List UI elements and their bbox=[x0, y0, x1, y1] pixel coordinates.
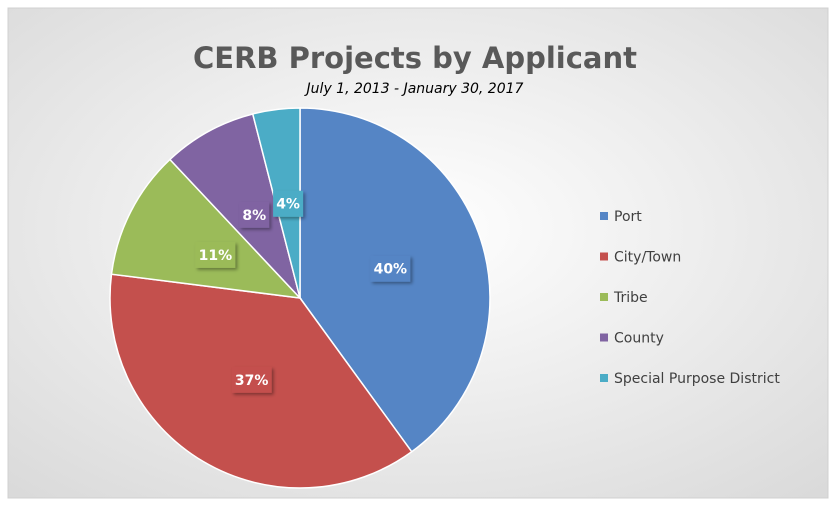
legend-swatch bbox=[600, 293, 608, 301]
pie-slice bbox=[110, 158, 302, 300]
data-label-box bbox=[231, 366, 272, 393]
legend-label: Tribe bbox=[613, 290, 648, 306]
legend-label: City/Town bbox=[614, 250, 681, 266]
data-label: 4% bbox=[276, 197, 300, 213]
legend-label: Port bbox=[614, 209, 642, 225]
data-label: 37% bbox=[235, 373, 269, 389]
legend-swatch bbox=[600, 212, 608, 220]
data-label-box bbox=[370, 255, 411, 282]
legend-label: Special Purpose District bbox=[614, 371, 780, 387]
pie-slice bbox=[168, 113, 301, 299]
data-label-box bbox=[239, 201, 270, 228]
legend-label: County bbox=[614, 331, 664, 347]
chart-title: CERB Projects by Applicant bbox=[193, 41, 637, 75]
data-label: 11% bbox=[199, 248, 233, 264]
data-label-box bbox=[195, 241, 236, 268]
legend-swatch bbox=[600, 333, 608, 342]
data-label: 8% bbox=[242, 208, 266, 224]
legend-swatch bbox=[600, 252, 608, 261]
data-label-box bbox=[273, 190, 304, 217]
data-label: 40% bbox=[374, 262, 408, 278]
legend-swatch bbox=[600, 374, 608, 382]
chart-subtitle: July 1, 2013 - January 30, 2017 bbox=[304, 81, 524, 97]
